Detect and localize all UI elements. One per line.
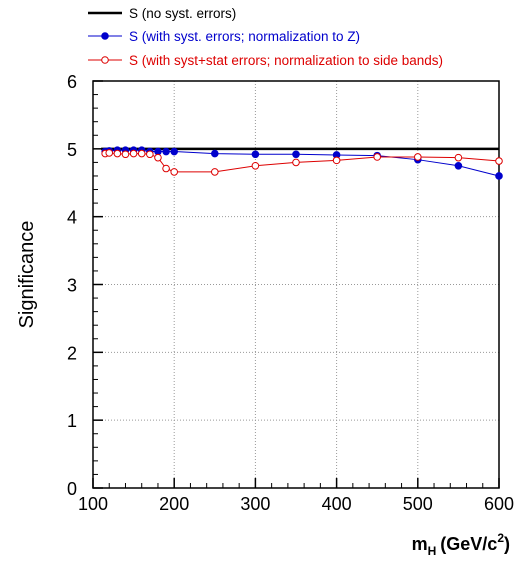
- y-tick-label: 5: [67, 140, 77, 160]
- data-point: [162, 164, 170, 173]
- x-axis-label: mH (GeV/c2): [412, 531, 510, 558]
- x-axis-label-sub: H: [428, 544, 437, 558]
- data-point: [211, 149, 219, 158]
- axis-ticks: 100 200 300 400 500 600 0 1 2 3 4 5 6: [67, 72, 514, 514]
- legend-item-1: S (no syst. errors): [88, 6, 236, 21]
- data-point: [292, 158, 300, 167]
- y-tick-label: 2: [67, 343, 77, 363]
- legend-swatch-marker: [101, 32, 109, 40]
- legend-label: S (with syst+stat errors; normalization …: [129, 53, 443, 68]
- x-tick-label: 400: [322, 494, 352, 514]
- data-point: [162, 147, 170, 156]
- legend-item-3: S (with syst+stat errors; normalization …: [88, 53, 443, 68]
- y-tick-label: 1: [67, 411, 77, 431]
- series-3: [101, 149, 503, 176]
- y-tick-label: 6: [67, 72, 77, 92]
- data-point: [495, 157, 503, 165]
- data-point: [251, 150, 260, 159]
- x-axis-label-unit: (GeV/c: [440, 534, 497, 554]
- x-tick-label: 100: [78, 494, 108, 514]
- data-point: [211, 168, 219, 176]
- legend-label: S (with syst. errors; normalization to Z…: [129, 29, 360, 44]
- data-point: [414, 153, 422, 161]
- data-point: [146, 150, 154, 159]
- data-point: [113, 149, 122, 158]
- grid: [93, 81, 499, 488]
- data-point: [129, 149, 138, 158]
- data-point: [170, 168, 178, 176]
- data-point: [454, 161, 463, 170]
- x-axis-label-main: m: [412, 534, 428, 554]
- series-layer: [101, 146, 503, 180]
- data-point: [495, 172, 503, 180]
- data-point: [170, 147, 178, 156]
- y-tick-label: 0: [67, 479, 77, 499]
- legend-label: S (no syst. errors): [129, 6, 236, 21]
- x-axis-label-unit-end: ): [504, 534, 510, 554]
- y-axis-label: Significance: [16, 221, 38, 329]
- y-tick-label: 4: [67, 208, 77, 228]
- data-point: [137, 149, 146, 158]
- x-tick-label: 500: [403, 494, 433, 514]
- data-point: [251, 161, 260, 170]
- legend: S (no syst. errors) S (with syst. errors;…: [88, 6, 443, 68]
- data-point: [154, 153, 162, 162]
- x-tick-label: 600: [484, 494, 514, 514]
- x-axis-label-unit-sup: 2: [497, 531, 504, 545]
- data-point: [373, 153, 382, 161]
- data-point: [121, 150, 130, 159]
- x-tick-label: 200: [159, 494, 189, 514]
- y-tick-label: 3: [67, 276, 77, 296]
- data-point: [292, 150, 300, 159]
- data-point: [454, 153, 463, 162]
- data-point: [332, 156, 341, 165]
- data-point: [105, 149, 114, 157]
- legend-item-2: S (with syst. errors; normalization to Z…: [88, 29, 360, 44]
- legend-swatch-marker: [101, 56, 109, 64]
- x-tick-label: 300: [240, 494, 270, 514]
